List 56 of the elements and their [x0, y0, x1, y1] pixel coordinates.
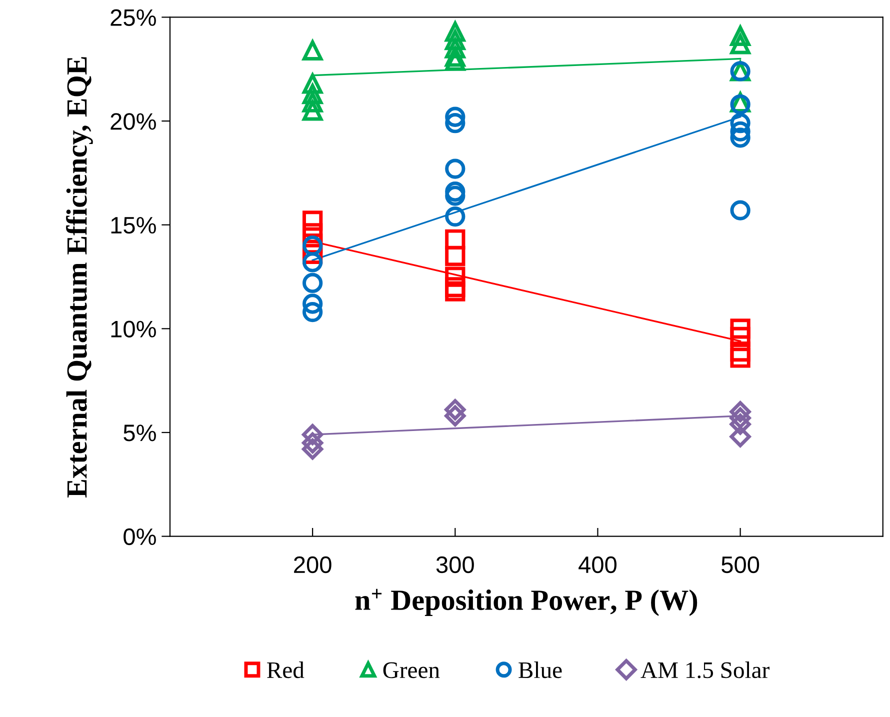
point	[445, 30, 466, 50]
x-tick-label: 400	[578, 556, 616, 574]
point	[730, 200, 750, 220]
y-tick-label: 0%	[124, 528, 156, 546]
y-tick-label: 20%	[110, 113, 156, 130]
point	[302, 432, 324, 454]
x-axis-title: n$^{+}$ Deposition Power, P (W)	[355, 588, 698, 616]
point	[730, 348, 750, 368]
point	[730, 414, 751, 435]
point	[445, 206, 466, 227]
point	[302, 210, 323, 231]
y-tick-label: 10%	[111, 320, 156, 338]
point	[302, 252, 323, 272]
point	[730, 34, 750, 54]
point	[730, 407, 751, 429]
point	[302, 84, 323, 104]
point	[730, 401, 751, 422]
point	[445, 246, 466, 266]
point	[302, 438, 324, 460]
point	[302, 302, 323, 322]
point	[730, 128, 750, 148]
point	[445, 277, 466, 298]
legend-label: Red	[267, 662, 304, 678]
point	[445, 38, 466, 58]
point	[302, 92, 323, 112]
point	[445, 113, 466, 134]
x-tick-label: 200	[294, 556, 332, 574]
point	[730, 326, 750, 348]
point	[730, 121, 750, 142]
legend-label: AM 1.5 Solar	[640, 662, 770, 678]
point	[445, 182, 466, 202]
point	[445, 158, 466, 179]
point	[444, 399, 466, 420]
x-tick-label: 500	[722, 556, 760, 574]
x-tick-label: 300	[436, 556, 474, 574]
y-axis-title: External Quantum Efficiency, EQE	[66, 57, 93, 498]
point	[730, 318, 750, 339]
point	[445, 106, 466, 127]
point	[302, 424, 324, 446]
point	[302, 272, 323, 294]
point	[445, 281, 466, 302]
point	[730, 113, 750, 134]
point	[730, 26, 750, 46]
y-tick-label: 25%	[110, 9, 156, 26]
point	[730, 426, 751, 448]
point	[444, 405, 466, 426]
point	[302, 294, 323, 314]
point	[445, 266, 466, 287]
point	[730, 341, 750, 362]
y-tick-label: 5%	[124, 424, 156, 442]
point	[445, 22, 466, 42]
y-tick-label: 15%	[111, 217, 156, 234]
legend-label: Green	[383, 662, 440, 678]
point	[302, 40, 323, 60]
legend-label: Blue	[518, 662, 562, 678]
point	[445, 186, 466, 206]
